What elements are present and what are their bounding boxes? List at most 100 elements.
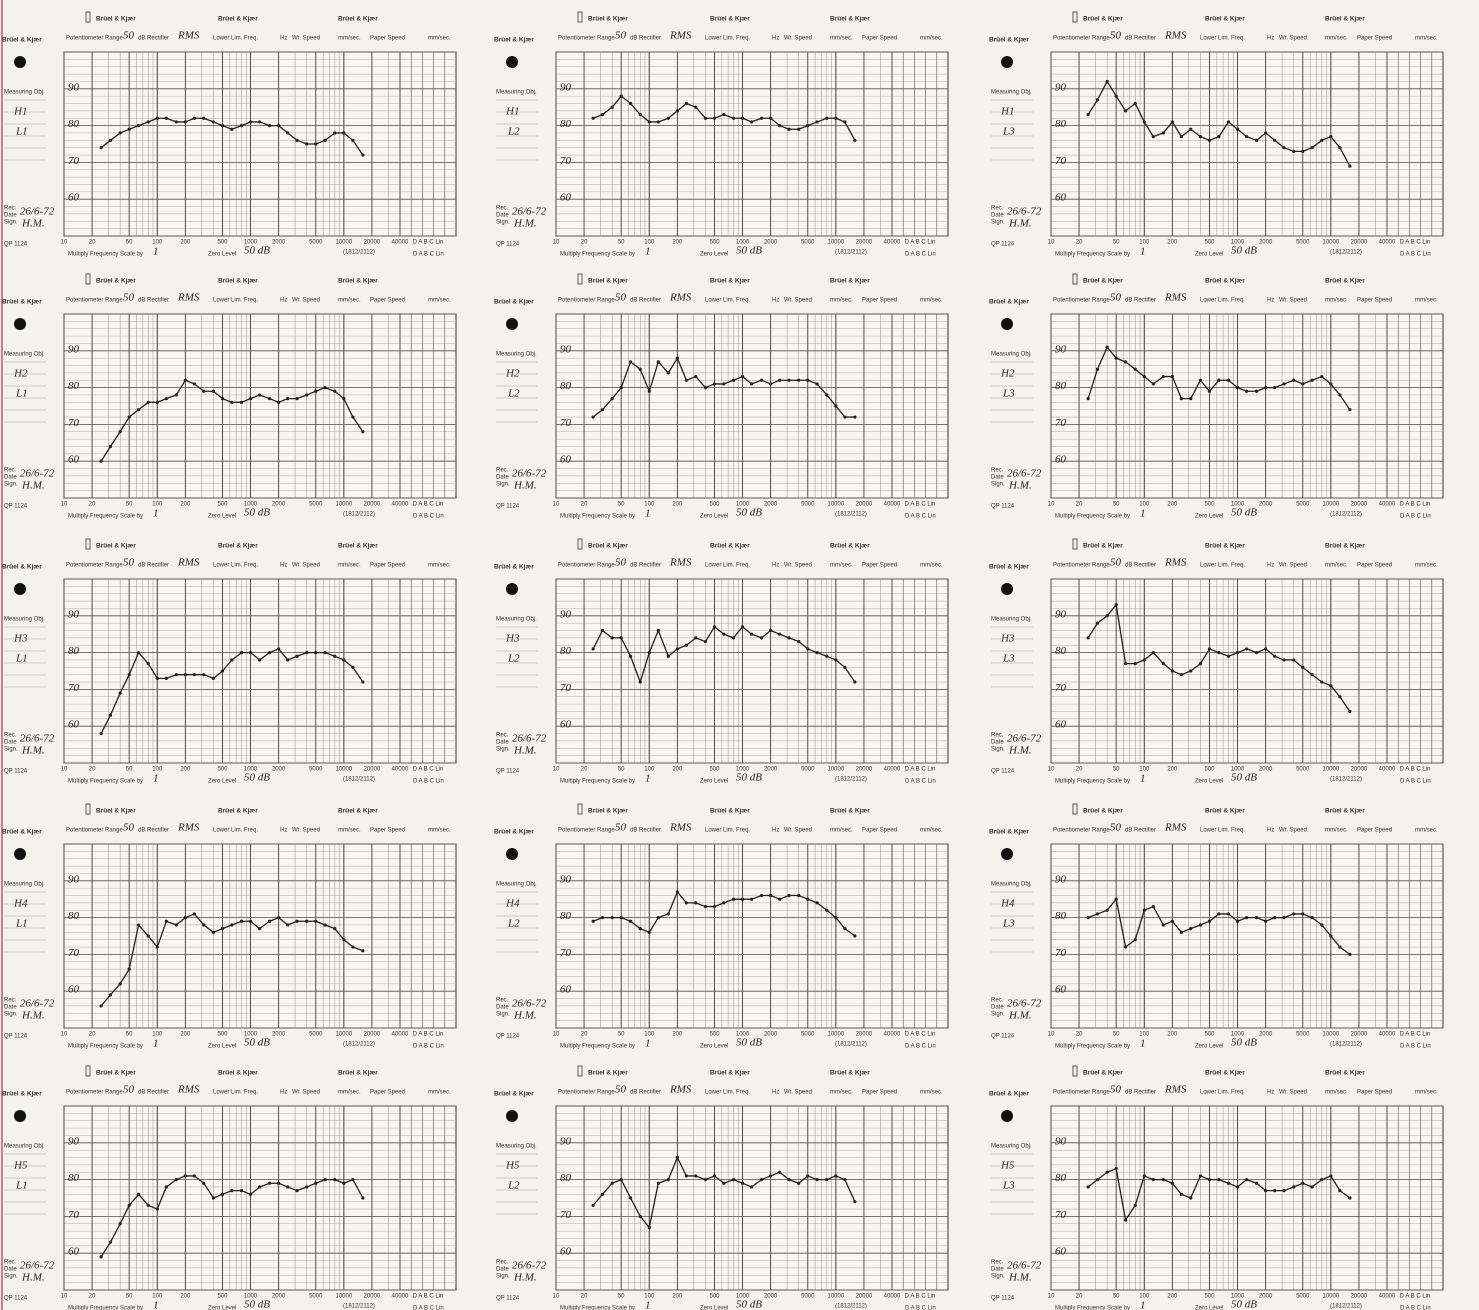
date-value: 26/6-72 xyxy=(1007,1260,1042,1272)
data-point xyxy=(230,1189,234,1193)
y-tick-label: 70 xyxy=(1055,1209,1067,1221)
data-point xyxy=(183,916,187,920)
x-tick-label: 40000 xyxy=(392,502,409,508)
rectifier-value: RMS xyxy=(177,1084,200,1096)
range-value: 50 xyxy=(615,1084,627,1096)
data-point xyxy=(656,120,660,124)
rectifier-value: RMS xyxy=(177,822,200,834)
data-point xyxy=(1105,908,1109,912)
brand: Brüel & Kjær xyxy=(218,278,258,285)
data-point xyxy=(1133,1203,1137,1207)
data-point xyxy=(136,923,141,927)
data-point xyxy=(797,1181,801,1185)
x-tick-label: 20000 xyxy=(856,240,873,246)
plot-frame xyxy=(1050,51,1444,237)
data-point xyxy=(1133,938,1137,942)
lower-lim-label: Lower Lim. Freq. xyxy=(1200,563,1245,569)
multiply-label: Multiply Frequency Scale by xyxy=(1055,514,1130,520)
y-tick-label: 70 xyxy=(68,1209,80,1221)
data-point xyxy=(843,1178,847,1182)
data-point xyxy=(825,654,829,658)
data-point xyxy=(220,124,225,128)
data-point xyxy=(127,967,131,971)
data-point xyxy=(342,1181,346,1185)
range-value: 50 xyxy=(1110,1084,1122,1096)
mm-sec-label: mm/sec. xyxy=(1325,828,1348,834)
x-tick-label: 1000 xyxy=(244,1032,258,1038)
data-point xyxy=(305,142,309,146)
brand: Brüel & Kjær xyxy=(710,808,750,815)
data-point xyxy=(749,120,754,124)
plot-frame xyxy=(555,1105,949,1291)
x-tick-label: 500 xyxy=(709,240,720,246)
data-point xyxy=(1273,916,1277,920)
range-label: Potentiometer Range xyxy=(558,1090,615,1096)
data-point xyxy=(351,1178,355,1182)
data-point xyxy=(1086,112,1090,117)
x-tick-label: 5000 xyxy=(801,1032,815,1038)
data-point xyxy=(1105,614,1109,618)
brand: Brüel & Kjær xyxy=(588,1070,628,1077)
range-label: Potentiometer Range xyxy=(66,828,123,834)
data-point xyxy=(694,636,698,640)
rec-label: Rec. xyxy=(4,733,17,739)
obj-label-line1: H1 xyxy=(1000,106,1014,118)
x-tick-label: 1000 xyxy=(1231,240,1245,246)
data-point xyxy=(1348,164,1352,168)
data-point xyxy=(1133,367,1137,371)
data-point xyxy=(787,1178,791,1182)
data-point xyxy=(1086,1185,1090,1189)
paper-code: (1812/2112) xyxy=(343,777,375,783)
data-point xyxy=(1255,651,1259,655)
x-tick-label: 2000 xyxy=(272,767,286,773)
sign-value: H.M. xyxy=(1008,745,1032,757)
zero-level-value: 50 dB xyxy=(736,507,762,519)
data-point xyxy=(731,636,736,640)
x-tick-label: 200 xyxy=(672,1294,683,1300)
data-point xyxy=(1282,1189,1286,1193)
obj-label-line1: H3 xyxy=(13,633,28,645)
y-tick-label: 90 xyxy=(68,81,80,93)
data-point xyxy=(1123,360,1128,364)
x-tick-label: 50 xyxy=(1113,240,1120,246)
plot-frame xyxy=(63,843,457,1029)
data-point xyxy=(610,1181,614,1185)
data-point xyxy=(712,116,717,120)
data-point xyxy=(361,949,365,953)
x-tick-label: 20000 xyxy=(1351,240,1368,246)
data-point xyxy=(843,927,847,931)
data-point xyxy=(1273,386,1277,390)
data-point xyxy=(760,1178,764,1182)
measuring-obj-label: Measuring Obj. xyxy=(4,90,45,96)
data-point xyxy=(806,897,810,901)
data-point xyxy=(610,105,614,109)
data-point xyxy=(108,993,113,997)
x-tick-label: 20 xyxy=(581,1032,588,1038)
data-point xyxy=(703,904,708,909)
logo-dot xyxy=(506,318,518,330)
zero-level-value: 50 dB xyxy=(1231,1299,1257,1310)
x-tick-label: 40000 xyxy=(392,240,409,246)
data-point xyxy=(99,146,103,150)
rec-label: Sign. xyxy=(496,220,510,226)
data-point xyxy=(314,142,318,146)
zero-level-label: Zero Level xyxy=(700,779,728,785)
data-point xyxy=(1189,127,1193,131)
data-point xyxy=(1151,1178,1155,1182)
data-point xyxy=(1244,1178,1249,1182)
data-point xyxy=(192,1174,196,1178)
y-tick-label: 70 xyxy=(68,947,80,959)
hz-label: Hz xyxy=(1267,828,1274,834)
data-point xyxy=(99,459,103,463)
data-point xyxy=(1264,1189,1268,1193)
range-value: 50 xyxy=(615,292,627,304)
data-point xyxy=(1348,709,1352,714)
paper-code: (1812/2112) xyxy=(1330,777,1362,783)
x-tick-label: 10000 xyxy=(335,767,352,773)
logo-mark xyxy=(85,1065,91,1077)
data-point xyxy=(136,1192,141,1196)
mm-sec-label: mm/sec. xyxy=(920,298,943,304)
paper-speed-label: Paper Speed xyxy=(370,36,405,42)
data-point xyxy=(703,386,708,390)
x-tick-label: 100 xyxy=(152,1294,163,1300)
